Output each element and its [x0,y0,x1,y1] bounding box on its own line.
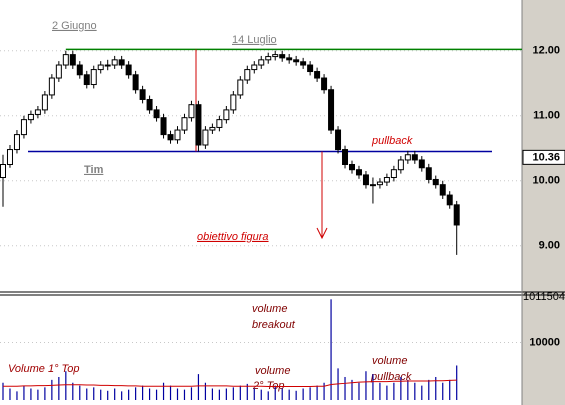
candle-body [41,94,48,111]
y-tick-label: 11.00 [533,110,560,122]
annotation: 2 Giugno [52,20,97,32]
annotation: volume [255,365,290,377]
candle-body [146,98,153,111]
volume-max-label: 1011504 [523,291,565,303]
candle-body [404,154,411,161]
candle-body [76,64,83,76]
candle-body [265,56,272,61]
candle-body [411,154,418,161]
annotation: pullback [371,135,413,147]
y-tick-label: 10000 [529,336,560,348]
candle-body [13,134,20,151]
annotation: breakout [252,319,296,331]
candle-body [349,164,355,171]
candle-body [272,54,279,58]
candle-body [397,159,404,171]
candle-body [342,149,349,166]
y-tick-label: 12.00 [532,45,560,57]
candle-body [174,129,181,141]
candle-body [0,164,6,179]
y-tick-label: 10.00 [532,175,560,187]
candle-body [69,54,76,66]
candle-body [188,104,195,119]
candle-body [439,184,446,196]
candle-body [202,129,209,146]
candle-body [20,119,27,136]
candle-body [118,59,125,66]
candle-body [216,119,223,128]
candle-body [321,77,328,91]
candle-body [62,54,69,66]
candle-body [97,64,104,71]
candle-body [153,109,160,119]
annotation: 14 Luglio [232,34,277,46]
arrow-head [316,227,328,240]
stock-name: Tim [84,164,104,176]
annotation: 2° Top [252,380,285,392]
candle-body [230,94,237,111]
candle-body [55,64,62,79]
candle-body [209,126,216,131]
candle-body [6,149,13,166]
candle-body [355,169,362,176]
candle-body [314,71,321,79]
candle-body [390,169,397,179]
candle-body [160,117,167,136]
candle-body [90,69,97,86]
candle-body [237,79,244,96]
annotation: Volume 1° Top [8,363,79,375]
candle-body [300,61,307,66]
last-price-box [522,149,565,165]
candle-body [223,109,230,121]
candle-body [418,159,425,169]
candle-body [432,178,439,186]
candle-body [104,64,111,67]
candle-body [258,59,265,66]
candle-body [251,64,258,71]
candle-body [425,167,432,180]
candle-body [383,177,390,183]
volume-average [3,379,457,387]
candle-body [244,69,251,81]
y-tick-label: 9.00 [539,240,560,252]
candle-body [446,194,453,206]
candle-body [362,174,369,186]
candle-body [369,184,376,187]
last-price-label: 10.36 [532,151,560,163]
candle-body [111,59,118,66]
candle-body [48,77,55,96]
candle-body [139,89,146,100]
candle-body [279,54,286,59]
candle-body [83,74,90,86]
axis-panel [522,0,565,405]
candle-body [293,59,300,63]
candle-body [132,74,139,91]
candle-body [195,104,202,146]
candle-body [181,117,188,131]
candle-body [335,129,342,151]
annotation: volume [252,303,287,315]
candle-body [34,109,41,115]
candle-body [376,181,383,186]
candle-body [453,204,460,226]
candle-body [167,134,174,141]
candle-body [307,64,314,73]
annotation: obiettivo figura [197,231,269,243]
candle-body [286,57,293,61]
candle-body [328,89,335,131]
annotation: volume [372,355,407,367]
candle-body [125,64,132,76]
candle-body [27,113,34,121]
